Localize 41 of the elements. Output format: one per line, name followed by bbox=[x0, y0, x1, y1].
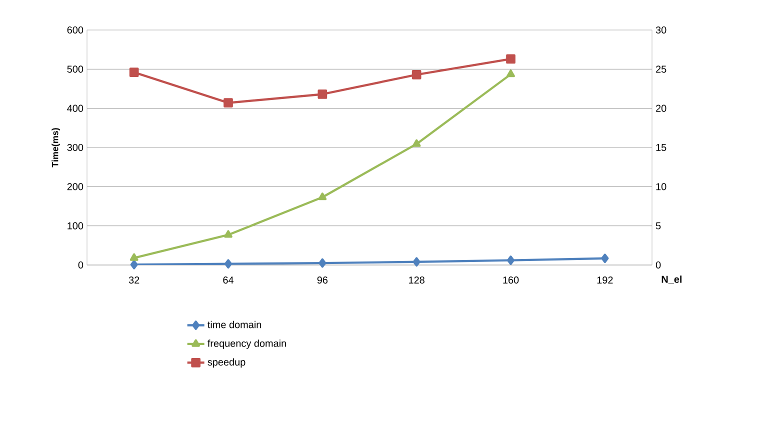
x-tick-label: 64 bbox=[223, 276, 234, 284]
y-tick-label: 0 bbox=[78, 261, 84, 269]
point bbox=[318, 258, 326, 268]
x-axis-title: N_el bbox=[662, 276, 682, 284]
point bbox=[224, 98, 233, 108]
y2-tick-label: 15 bbox=[656, 144, 666, 151]
point bbox=[318, 192, 327, 200]
y2-tick-label: 20 bbox=[656, 104, 666, 112]
y2-tick-label: 10 bbox=[656, 183, 666, 190]
point bbox=[412, 257, 420, 267]
point bbox=[506, 256, 515, 265]
y-tick-label: 100 bbox=[68, 222, 84, 230]
point bbox=[318, 90, 328, 99]
point bbox=[130, 253, 138, 261]
x-tick-label: 96 bbox=[317, 276, 328, 284]
y2-tick-label: 0 bbox=[656, 261, 661, 269]
point bbox=[412, 70, 422, 80]
y-tick-label: 200 bbox=[67, 183, 84, 190]
x-tick-label: 160 bbox=[503, 276, 519, 284]
x-tick-label: 32 bbox=[128, 276, 140, 284]
x-tick-label: 192 bbox=[597, 276, 613, 284]
y2-tick-label: 30 bbox=[656, 26, 666, 34]
legend-label: speedup bbox=[208, 358, 246, 368]
point bbox=[224, 259, 232, 269]
point bbox=[412, 139, 421, 147]
y2-tick-label: 5 bbox=[656, 222, 661, 230]
y-axis-title: Time(ms) bbox=[52, 128, 60, 168]
point bbox=[130, 260, 138, 270]
y-tick-label: 300 bbox=[67, 144, 84, 152]
point bbox=[224, 230, 232, 238]
legend-label: frequency domain bbox=[208, 340, 286, 349]
x-tick-label: 128 bbox=[409, 276, 424, 284]
y-tick-label: 500 bbox=[67, 66, 84, 73]
y2-tick-label: 25 bbox=[656, 66, 666, 73]
y-tick-label: 400 bbox=[67, 104, 84, 112]
legend-label: time domain bbox=[208, 320, 262, 328]
point bbox=[506, 54, 516, 64]
y-tick-label: 600 bbox=[67, 26, 84, 34]
point bbox=[129, 68, 139, 77]
point bbox=[506, 70, 515, 78]
point bbox=[601, 254, 609, 264]
